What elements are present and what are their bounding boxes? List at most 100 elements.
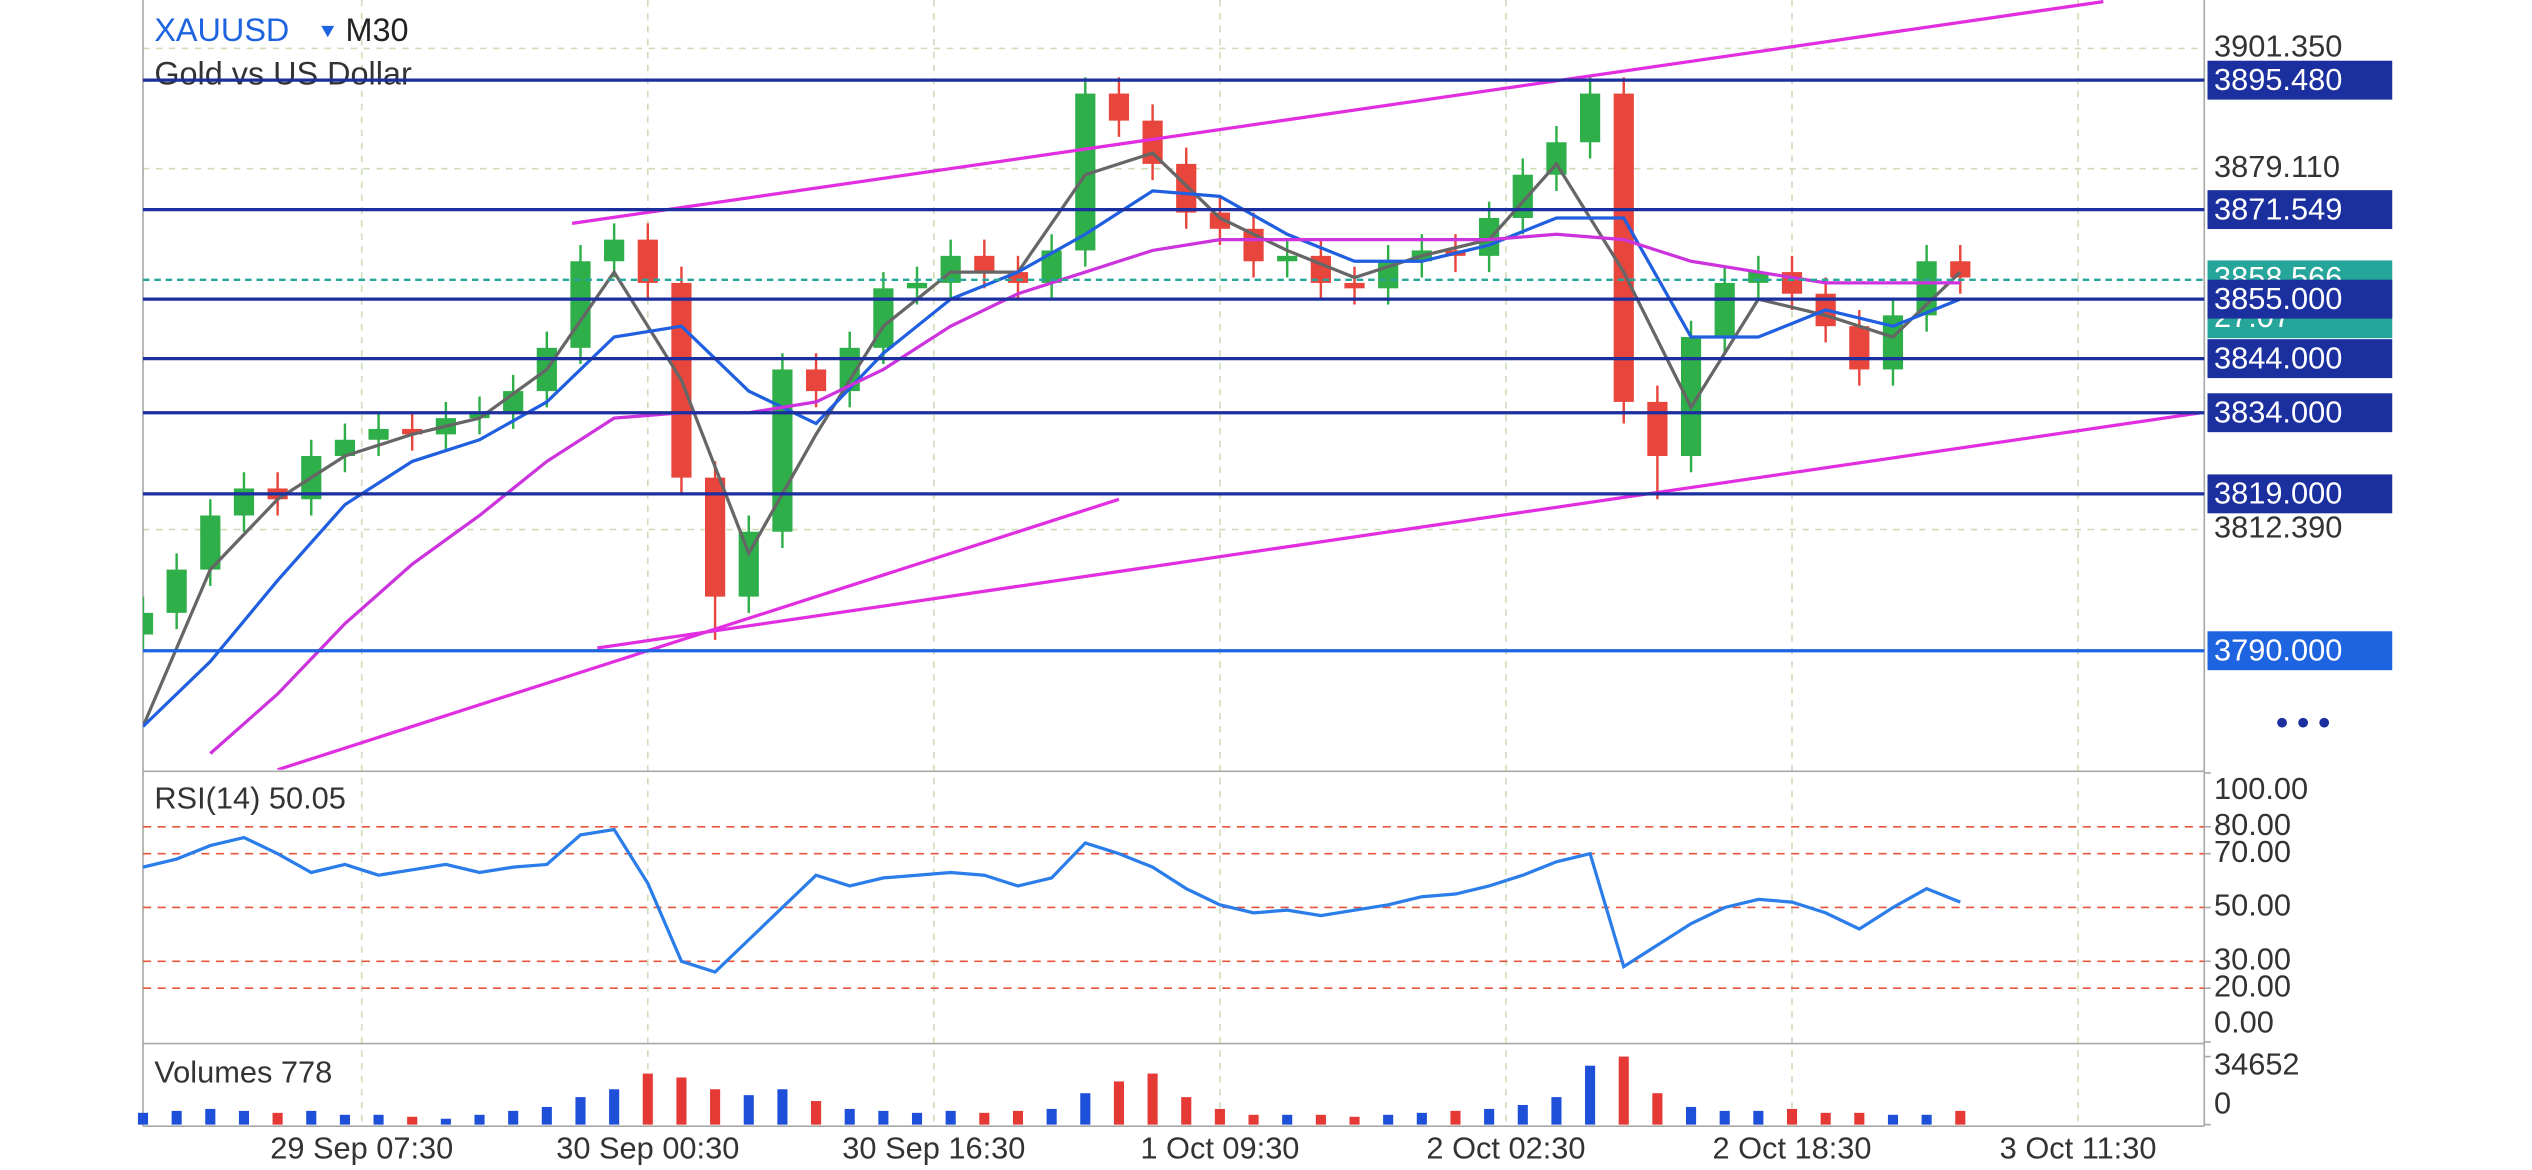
volume-bar xyxy=(272,1112,283,1125)
x-tick-label: 2 Oct 18:30 xyxy=(1712,1131,1871,1166)
frame xyxy=(142,0,2206,1128)
x-tick-label: 3 Oct 11:30 xyxy=(2000,1131,2157,1166)
menu-icon[interactable] xyxy=(2277,717,2330,728)
level-label-box xyxy=(2207,190,2393,230)
candle-body xyxy=(1714,282,1735,337)
y-tick-label: 3901.350 xyxy=(2214,29,2342,64)
candle-body xyxy=(805,369,827,392)
menu-dot[interactable] xyxy=(2319,717,2330,728)
volume-bar xyxy=(1786,1108,1798,1125)
y-tick-label: 0 xyxy=(2214,1085,2231,1120)
volume-bar xyxy=(1214,1108,1225,1125)
volume-bar xyxy=(1585,1065,1596,1125)
y-tick-label: 50.00 xyxy=(2214,888,2291,923)
price-panel xyxy=(142,0,2205,770)
volume-bar xyxy=(474,1114,485,1125)
volume-bar xyxy=(777,1089,788,1125)
symbol-dropdown-icon[interactable] xyxy=(321,25,335,38)
candle-body xyxy=(1579,93,1601,143)
volume-bar xyxy=(676,1077,687,1125)
candle-body xyxy=(1849,326,1870,370)
candle-body xyxy=(1108,93,1130,121)
volume-bar xyxy=(1080,1093,1091,1125)
y-tick-label: 3879.110 xyxy=(2214,149,2340,184)
moving-average-line xyxy=(142,189,1961,728)
volume-bar xyxy=(508,1110,519,1125)
y-tick-label: 3812.390 xyxy=(2214,510,2342,545)
menu-dot[interactable] xyxy=(2277,717,2287,728)
volume-bar xyxy=(1719,1110,1730,1125)
panel-title: RSI(14) 50.05 xyxy=(154,781,346,816)
volume-bar xyxy=(1517,1104,1528,1125)
level-label-box xyxy=(2207,279,2393,319)
volume-bar xyxy=(1753,1110,1764,1125)
candle-body xyxy=(1142,120,1163,164)
volume-bar xyxy=(407,1116,418,1125)
volume-bar xyxy=(1012,1110,1024,1125)
y-tick-label: 70.00 xyxy=(2214,834,2291,869)
level-label: 3844.000 xyxy=(2214,340,2342,375)
volume-bar xyxy=(137,1112,149,1125)
candle-body xyxy=(906,282,928,289)
menu-dot[interactable] xyxy=(2298,717,2308,728)
candle-body xyxy=(1950,261,1971,278)
candle-body xyxy=(1007,272,1029,283)
volume-bar xyxy=(979,1112,990,1125)
x-tick-label: 30 Sep 00:30 xyxy=(556,1131,739,1166)
volume-bar xyxy=(205,1108,216,1125)
level-label: 3871.549 xyxy=(2214,191,2342,226)
level-label-box xyxy=(2207,339,2393,379)
volume-bar xyxy=(844,1108,855,1125)
y-tick-label: 0.00 xyxy=(2214,1004,2274,1039)
candle-body xyxy=(142,612,154,635)
level-label: 3855.000 xyxy=(2214,281,2342,316)
candle-body xyxy=(1613,93,1634,402)
candle-body xyxy=(1647,401,1668,457)
candle-body xyxy=(1344,282,1365,289)
volume-bar xyxy=(1854,1112,1865,1125)
y-tick-label: 20.00 xyxy=(2214,968,2291,1003)
volume-bar xyxy=(1349,1116,1360,1125)
moving-average-line xyxy=(142,151,1962,728)
timeframe[interactable]: M30 xyxy=(346,12,409,48)
volume-bar xyxy=(1248,1114,1259,1125)
plot-layer: 29 Sep 07:30 30 Sep 00:30 30 Sep 16:30 1 Oc… xyxy=(137,0,2393,1166)
y-tick-label: 100.00 xyxy=(2214,771,2308,806)
volume-bar xyxy=(306,1110,317,1125)
volume-bar xyxy=(1955,1110,1966,1125)
volume-bar xyxy=(811,1101,822,1125)
volume-bar xyxy=(1113,1081,1124,1125)
candle-body xyxy=(604,239,625,262)
candle-body xyxy=(570,261,591,348)
candle-body xyxy=(368,428,389,440)
volume-bar xyxy=(1147,1073,1158,1125)
volume-bar xyxy=(1484,1108,1495,1125)
symbol[interactable]: XAUUSD xyxy=(154,12,289,48)
volume-bar xyxy=(1416,1112,1427,1125)
y-tick-label: 80.00 xyxy=(2214,807,2291,842)
level-label: 3834.000 xyxy=(2214,394,2342,429)
x-tick-label: 2 Oct 02:30 xyxy=(1426,1131,1585,1166)
volume-bar xyxy=(1686,1106,1697,1125)
x-tick-label: 29 Sep 07:30 xyxy=(270,1131,453,1166)
candle-body xyxy=(1680,336,1702,457)
volume-bar xyxy=(238,1110,250,1125)
candle-body xyxy=(469,412,490,419)
candle-body xyxy=(402,428,423,435)
candle-body xyxy=(1176,163,1197,213)
candle-body xyxy=(705,477,726,597)
candle-body xyxy=(738,531,759,597)
volume-bar xyxy=(1618,1056,1629,1125)
volume-bar xyxy=(1820,1112,1831,1125)
candle-body xyxy=(200,515,221,570)
volume-bar xyxy=(440,1118,451,1125)
trendline xyxy=(571,0,2104,226)
candle-body xyxy=(1209,212,1231,229)
candle-body xyxy=(1748,272,1769,283)
volume-bar xyxy=(1383,1114,1394,1125)
candle-body xyxy=(1546,142,1567,175)
rsi-line xyxy=(142,827,1961,974)
candle-body xyxy=(1479,217,1500,256)
candle-body xyxy=(637,239,658,283)
